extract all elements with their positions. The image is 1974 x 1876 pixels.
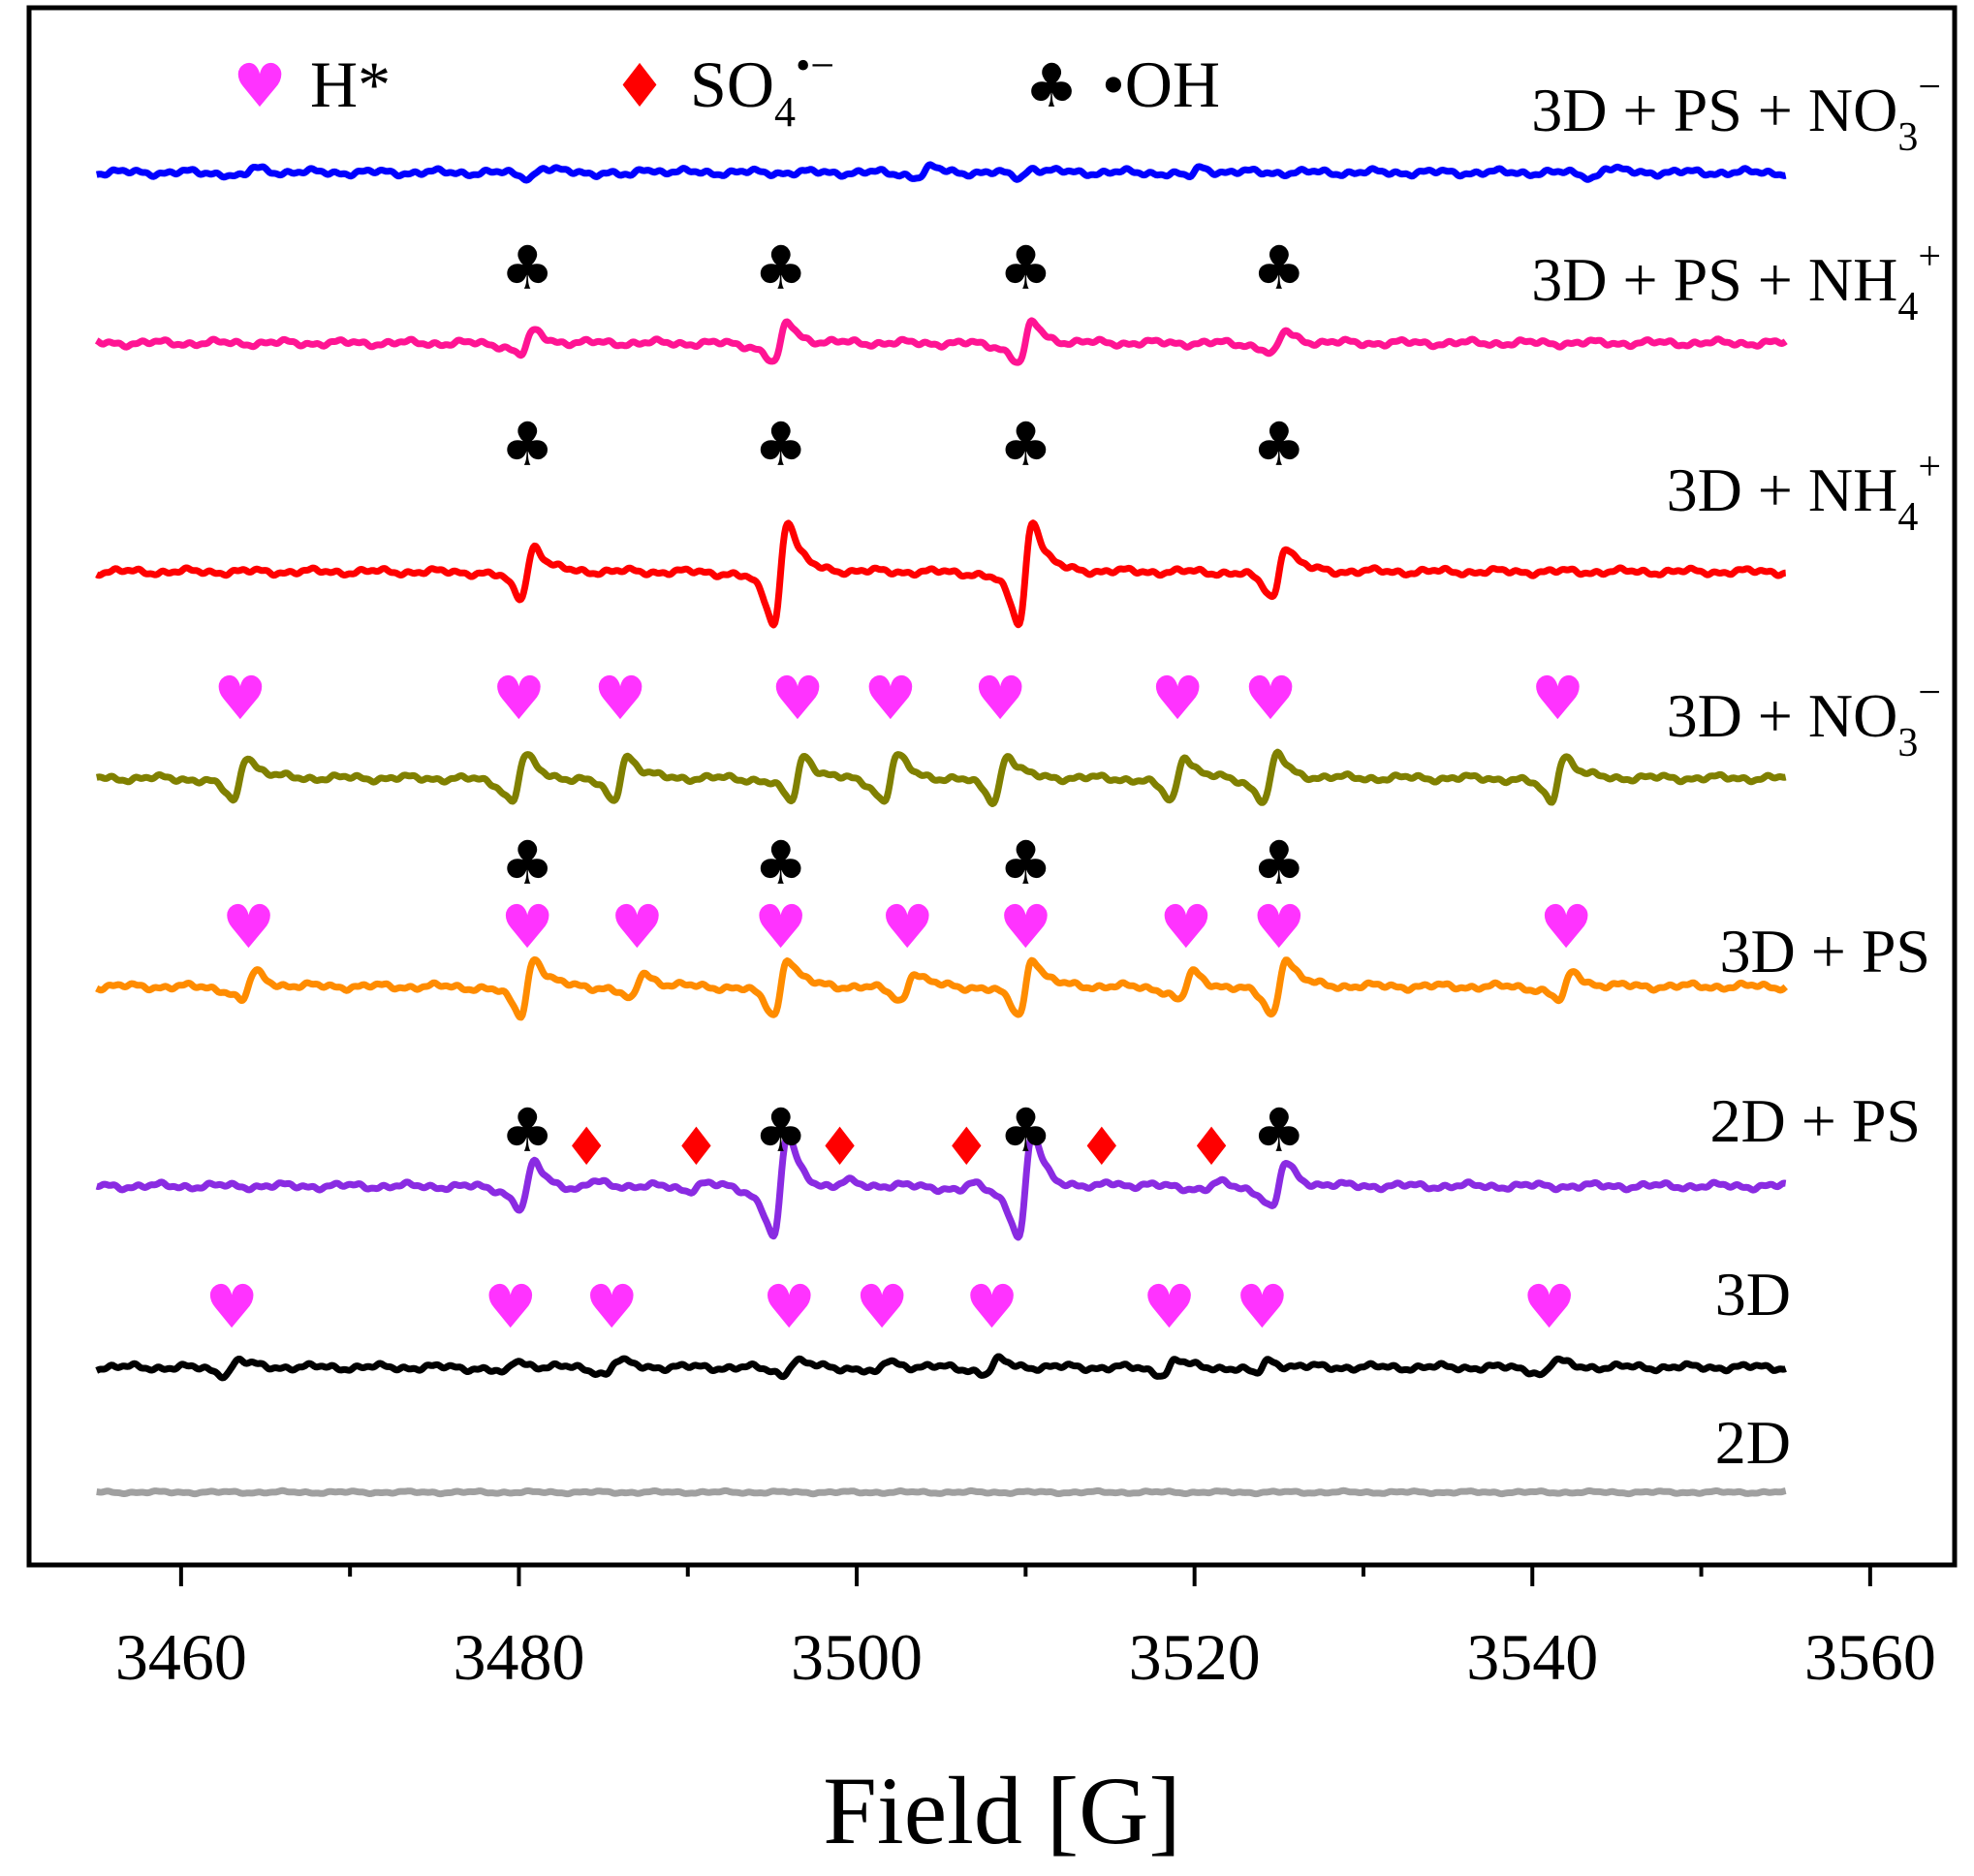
spectrum-label: 3D + NH4+ — [1667, 445, 1941, 540]
club-marker: ♣ — [754, 1095, 808, 1166]
club-marker: ♣ — [1252, 1095, 1306, 1166]
club-marker: ♣ — [1252, 233, 1306, 303]
club-marker: ♣ — [1252, 828, 1306, 898]
series-line — [94, 1131, 1788, 1241]
x-tick-label: 3520 — [1129, 1620, 1261, 1694]
heart-marker: ♥ — [855, 1271, 909, 1342]
club-marker: ♣ — [999, 1095, 1053, 1166]
club-marker: ♣ — [999, 233, 1053, 303]
x-tick-label: 3560 — [1804, 1620, 1936, 1694]
heart-marker: ♥ — [222, 891, 276, 962]
series-line — [94, 955, 1788, 1021]
spectrum-label: 3D + PS + NH4+ — [1531, 234, 1941, 329]
heart-marker: ♥ — [593, 663, 647, 734]
diamond-icon: ♦ — [612, 50, 667, 121]
heart-marker: ♥ — [1522, 1271, 1577, 1342]
x-tick-label: 3480 — [453, 1620, 584, 1694]
club-marker: ♣ — [500, 409, 554, 480]
club-marker: ♣ — [500, 233, 554, 303]
club-marker: ♣ — [500, 1095, 554, 1166]
series-line — [94, 519, 1788, 629]
heart-marker: ♥ — [754, 891, 808, 962]
heart-marker: ♥ — [973, 663, 1027, 734]
heart-marker: ♥ — [213, 663, 267, 734]
spectrum-labels: 3D + PS + NO3− 3D + PS + NH4+ 3D + NH4+ 3D … — [1531, 65, 1941, 1477]
diamond-marker: ♦ — [816, 1116, 862, 1177]
heart-marker: ♥ — [770, 663, 825, 734]
series-line — [94, 748, 1788, 807]
spectra — [94, 161, 1788, 1498]
heart-marker: ♥ — [763, 1271, 817, 1342]
legend-item: ♥ H* — [233, 47, 391, 121]
heart-marker: ♥ — [1252, 891, 1306, 962]
heart-marker: ♥ — [881, 891, 935, 962]
series-line — [94, 317, 1788, 366]
heart-marker: ♥ — [1159, 891, 1213, 962]
spectrum-label: 2D + PS — [1710, 1086, 1922, 1155]
heart-marker: ♥ — [585, 1271, 640, 1342]
heart-marker: ♥ — [492, 663, 547, 734]
plot-frame — [26, 5, 1958, 1568]
heart-marker: ♥ — [204, 1271, 259, 1342]
x-axis: 3460 3480 3500 3520 3540 3560 — [115, 1565, 1936, 1694]
club-marker: ♣ — [754, 233, 808, 303]
heart-marker: ♥ — [1143, 1271, 1197, 1342]
spectrum-label: 2D — [1715, 1408, 1791, 1477]
series-line — [94, 1353, 1788, 1382]
legend-label: SO4•− — [690, 42, 834, 136]
heart-marker: ♥ — [611, 891, 665, 962]
diamond-marker: ♦ — [943, 1116, 989, 1177]
club-marker: ♣ — [999, 409, 1053, 480]
heart-marker: ♥ — [1539, 891, 1593, 962]
spectrum-label: 3D + PS — [1720, 917, 1931, 985]
x-tick-label: 3500 — [791, 1620, 923, 1694]
legend-label: H* — [310, 47, 391, 121]
heart-marker: ♥ — [484, 1271, 538, 1342]
club-marker: ♣ — [754, 828, 808, 898]
legend: ♥ H* ♦ SO4•− ♣ •OH — [233, 42, 1220, 136]
club-marker: ♣ — [754, 409, 808, 480]
heart-icon: ♥ — [233, 50, 287, 121]
species-markers: ♣ ♣ ♣ ♣♣ ♣ ♣ ♣♥ ♥ ♥ ♥ ♥ ♥ ♥ ♥ ♥♥ ♥ ♥ ♥ ♥ ♥ ♥ ♥ ♥♣ ♣ ♣ ♣♣ ♣ ♣ ♣♦ ♦ ♦ ♦ ♦ ♦… — [204, 233, 1593, 1342]
x-tick-label: 3540 — [1466, 1620, 1598, 1694]
heart-marker: ♥ — [1150, 663, 1205, 734]
diamond-marker: ♦ — [1079, 1116, 1125, 1177]
series-line — [94, 1486, 1788, 1498]
series-line — [94, 161, 1788, 184]
club-marker: ♣ — [500, 828, 554, 898]
x-axis-title: Field [G] — [823, 1757, 1180, 1864]
heart-marker: ♥ — [863, 663, 918, 734]
diamond-marker: ♦ — [563, 1116, 610, 1177]
heart-marker: ♥ — [1236, 1271, 1290, 1342]
spectrum-label: 3D — [1715, 1260, 1791, 1329]
heart-marker: ♥ — [500, 891, 554, 962]
diamond-marker: ♦ — [673, 1116, 719, 1177]
x-tick-label: 3460 — [115, 1620, 247, 1694]
spectrum-label: 3D + PS + NO3− — [1531, 65, 1941, 160]
club-marker: ♣ — [999, 828, 1053, 898]
heart-marker: ♥ — [1243, 663, 1298, 734]
legend-item: ♣ •OH — [1024, 47, 1220, 121]
heart-marker: ♥ — [965, 1271, 1019, 1342]
legend-item: ♦ SO4•− — [612, 42, 834, 136]
heart-marker: ♥ — [1531, 663, 1585, 734]
spectrum-label: 3D + NO3− — [1667, 671, 1941, 766]
legend-label: •OH — [1102, 47, 1220, 121]
heart-marker: ♥ — [999, 891, 1053, 962]
club-icon: ♣ — [1024, 50, 1079, 121]
club-marker: ♣ — [1252, 409, 1306, 480]
diamond-marker: ♦ — [1188, 1116, 1235, 1177]
